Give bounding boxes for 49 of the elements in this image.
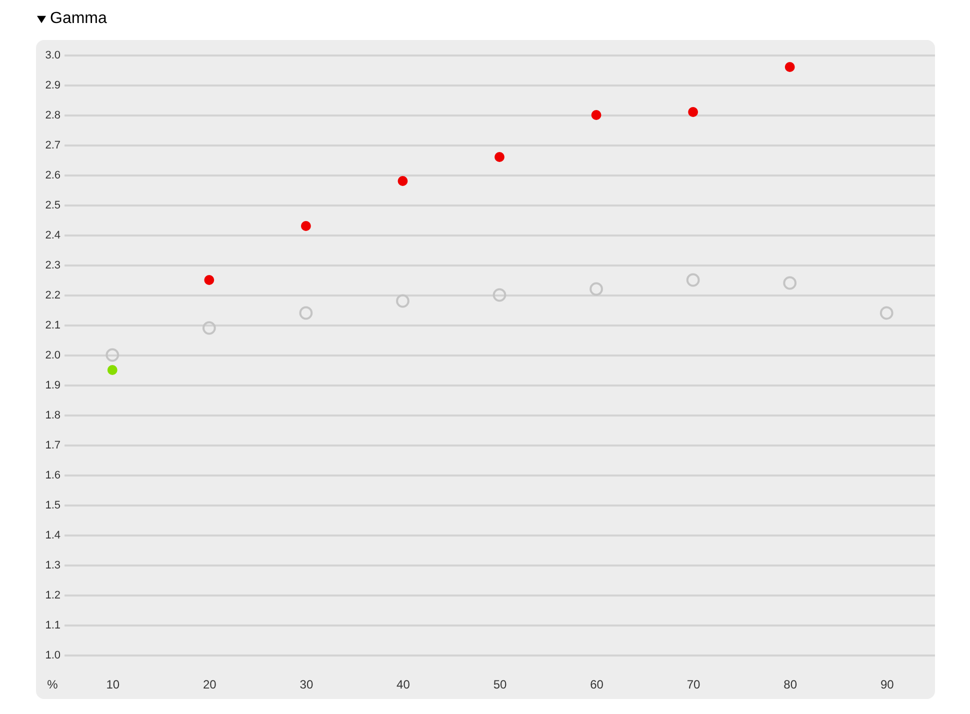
x-tick-label: 10	[106, 678, 120, 692]
y-tick-label: 2.8	[45, 110, 60, 122]
point	[396, 294, 410, 308]
y-tick-label: 2.6	[45, 170, 60, 182]
y-tick-label: 2.9	[45, 80, 60, 92]
point	[494, 152, 504, 162]
x-tick-label: 50	[493, 678, 507, 692]
y-tick-label: 1.8	[45, 410, 60, 422]
y-tick-label: 2.5	[45, 200, 60, 212]
point	[590, 282, 603, 296]
point	[106, 348, 120, 362]
point	[107, 365, 118, 375]
y-tick-label: 1.4	[45, 530, 60, 542]
point	[784, 62, 795, 72]
y-tick-label: 3.0	[45, 50, 60, 62]
y-tick-label: 1.6	[45, 470, 60, 482]
y-tick-label: 2.2	[45, 290, 60, 302]
point	[783, 276, 797, 290]
y-tick-label: 2.1	[45, 320, 60, 332]
point	[299, 306, 313, 320]
y-tick-label: 1.2	[45, 590, 60, 602]
y-tick-label: 1.7	[45, 440, 60, 452]
x-axis-title: %	[47, 678, 58, 692]
y-tick-label: 2.4	[45, 230, 60, 242]
point	[204, 275, 214, 285]
point	[398, 176, 408, 186]
y-tick-label: 1.5	[45, 500, 60, 512]
point	[688, 107, 698, 117]
y-tick-label: 1.0	[45, 650, 60, 662]
point	[686, 273, 700, 287]
point	[300, 221, 311, 231]
x-tick-label: 30	[300, 678, 314, 692]
x-tick-label: 90	[880, 678, 894, 692]
y-tick-label: 2.7	[45, 140, 60, 152]
x-tick-label: 80	[784, 678, 798, 692]
y-tick-label: 1.9	[45, 380, 60, 392]
point	[880, 306, 894, 320]
point	[591, 110, 602, 120]
y-tick-label: 2.3	[45, 260, 60, 272]
point	[202, 321, 216, 335]
x-tick-label: 40	[396, 678, 410, 692]
point	[492, 288, 506, 302]
x-tick-label: 70	[686, 678, 701, 692]
y-tick-label: 1.3	[45, 560, 60, 572]
x-tick-label: 60	[590, 678, 604, 692]
y-tick-label: 1.1	[45, 620, 60, 632]
x-tick-label: 20	[202, 678, 217, 692]
y-tick-label: 2.0	[45, 350, 60, 362]
chart-title: Gamma	[50, 10, 107, 28]
